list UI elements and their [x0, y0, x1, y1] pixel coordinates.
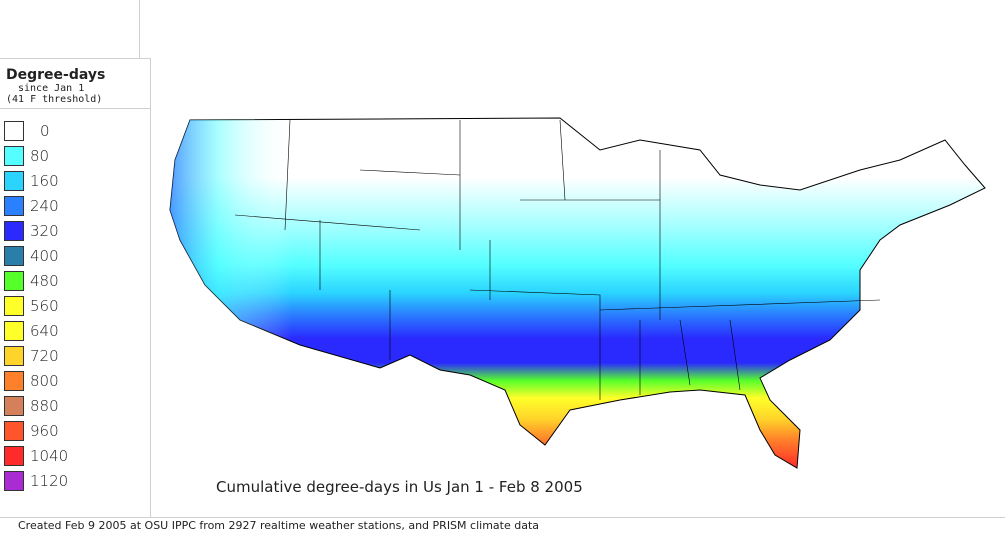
- legend-swatch: [4, 371, 24, 391]
- legend-label: 960: [30, 422, 59, 440]
- legend-label: 880: [30, 397, 59, 415]
- legend-label: 800: [30, 372, 59, 390]
- legend-label: 1040: [30, 447, 69, 465]
- legend-title: Degree-days: [6, 67, 106, 83]
- legend-swatch: [4, 346, 24, 366]
- legend-swatch: [4, 246, 24, 266]
- legend-swatch: [4, 146, 24, 166]
- legend-label: 1120: [30, 472, 69, 490]
- legend-label: 480: [30, 272, 59, 290]
- legend-swatch: [4, 421, 24, 441]
- west-coast-shading: [170, 118, 985, 468]
- legend-label: 160: [30, 172, 59, 190]
- legend-label: 640: [30, 322, 59, 340]
- legend-label: 240: [30, 197, 59, 215]
- legend-label: 720: [30, 347, 59, 365]
- legend-label: 80: [30, 147, 50, 165]
- legend-threshold: (41 F threshold): [6, 94, 103, 105]
- divider: [0, 517, 1005, 518]
- legend-subtitle: since Jan 1: [18, 83, 85, 94]
- legend-swatch: [4, 196, 24, 216]
- legend-swatch: [4, 221, 24, 241]
- legend-label: 560: [30, 297, 59, 315]
- state-borders: [234, 119, 881, 400]
- legend-swatch: [4, 271, 24, 291]
- divider: [139, 0, 140, 58]
- legend-swatch: [4, 471, 24, 491]
- footer-credit: Created Feb 9 2005 at OSU IPPC from 2927…: [18, 519, 540, 532]
- legend-swatch: [4, 121, 24, 141]
- divider: [0, 58, 150, 59]
- legend-swatch: [4, 446, 24, 466]
- legend-label: 320: [30, 222, 59, 240]
- divider: [0, 108, 150, 109]
- divider: [150, 58, 151, 517]
- legend-swatch: [4, 171, 24, 191]
- legend-label: 0: [40, 122, 50, 140]
- legend-label: 400: [30, 247, 59, 265]
- map-title: Cumulative degree-days in Us Jan 1 - Feb…: [216, 478, 583, 496]
- legend-swatch: [4, 296, 24, 316]
- legend-swatch: [4, 321, 24, 341]
- legend-swatch: [4, 396, 24, 416]
